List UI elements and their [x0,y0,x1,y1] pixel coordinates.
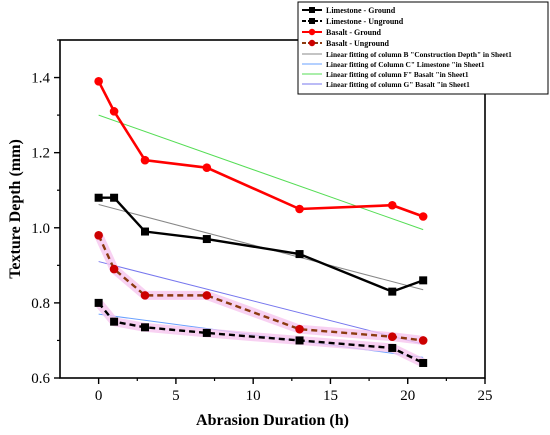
data-point [109,264,119,274]
legend-entry: Linear fitting of column B "Construction… [326,50,512,59]
x-tick-label: 20 [400,388,415,404]
data-point [94,77,103,86]
data-point [295,250,304,259]
series-basalt-ground [94,77,428,221]
x-tick-label: 10 [246,388,261,404]
legend-entry: Basalt - Ground [326,28,382,37]
data-point [418,212,428,221]
data-point [109,107,119,116]
highlight-band [94,233,426,368]
legend-entry: Limestone - Unground [326,17,404,26]
legend-marker [309,18,315,24]
legend-entry: Linear fitting of Column C" Limestone "i… [326,60,485,69]
data-point [202,328,211,337]
data-point [387,200,397,210]
y-axis-title: Texture Depth (mm) [7,139,24,279]
data-point [295,204,304,214]
series-group [94,77,428,368]
legend: Limestone - Ground Limestone - Unground Ba… [297,1,549,95]
data-point [110,317,119,326]
data-point [202,163,212,172]
plot-frame [59,39,486,379]
series-basalt-unground [94,230,428,345]
legend-entry: Linear fitting of column F" Basalt "in S… [326,70,469,79]
data-point [94,230,103,240]
fit-lines [98,114,424,358]
data-point [202,235,211,244]
legend-entry: Linear fitting of column G" Basalt "in S… [326,80,470,89]
fit-line [98,114,424,231]
data-point [418,336,428,345]
series-line [97,80,424,218]
data-point [140,291,150,300]
y-tick-label: 0.6 [31,371,50,387]
y-tick-label: 0.8 [31,296,50,312]
x-axis-title: Abrasion Duration (h) [196,412,349,429]
y-tick-label: 1.2 [31,146,50,162]
data-point [419,358,428,367]
y-tick-label: 1.4 [31,71,50,87]
data-point [141,227,149,236]
legend-box [297,1,549,95]
series-limestone-unground [94,298,428,367]
data-point [140,155,150,165]
legend-entry: Limestone - Ground [326,6,396,15]
data-point [295,336,304,345]
data-point [94,298,103,307]
data-point [388,343,397,352]
legend-marker [309,7,315,13]
axes: 0 5 10 15 20 25 0.6 0.8 1.0 1.2 1.4 [31,39,493,404]
x-tick-label: 0 [95,388,103,404]
y-tick-label: 1.0 [31,221,50,237]
x-tick-label: 25 [478,388,493,404]
data-point [141,323,149,332]
data-point [94,193,103,202]
legend-marker [308,39,316,47]
data-point [388,287,397,296]
data-point [419,276,428,285]
series-line [98,196,424,293]
legend-marker [308,28,316,36]
data-point [295,324,304,334]
data-point [202,291,212,300]
x-tick-label: 5 [172,388,180,404]
data-point [387,332,397,341]
series-limestone-ground [94,193,428,296]
legend-entry: Basalt - Unground [326,39,390,48]
data-point [110,193,119,202]
x-tick-label: 15 [323,388,338,404]
